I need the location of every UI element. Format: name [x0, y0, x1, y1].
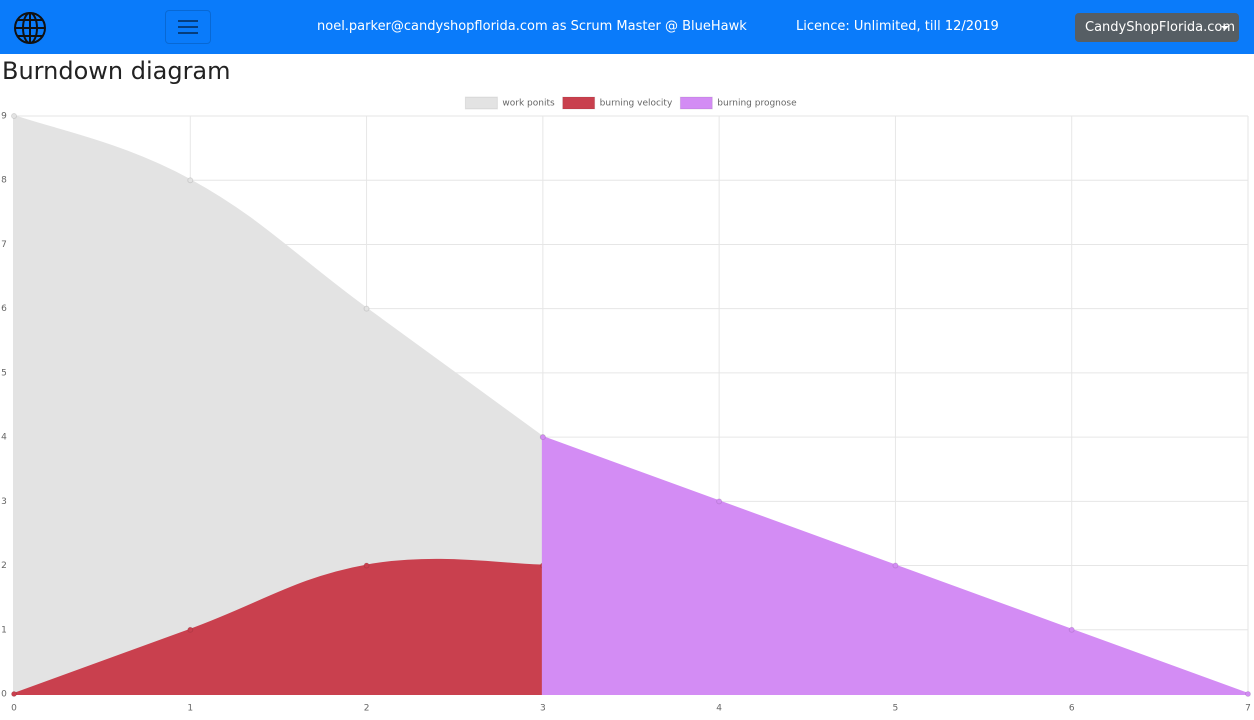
legend-label: work ponits	[502, 99, 555, 109]
x-tick-label: 4	[716, 704, 722, 714]
user-info: noel.parker@candyshopflorida.com as Scru…	[317, 19, 747, 34]
point	[363, 562, 370, 569]
area	[13, 558, 544, 695]
page-title: Burndown diagram	[2, 57, 231, 85]
y-tick-label: 2	[1, 561, 7, 571]
navbar: noel.parker@candyshopflorida.com as Scru…	[0, 0, 1254, 54]
y-tick-label: 5	[1, 368, 7, 378]
globe-logo[interactable]	[12, 10, 48, 46]
point	[187, 177, 194, 184]
legend-swatch	[679, 96, 713, 110]
x-tick-label: 3	[540, 704, 546, 714]
menu-toggle[interactable]	[165, 10, 211, 44]
y-tick-label: 3	[1, 497, 7, 507]
x-tick-label: 7	[1245, 704, 1251, 714]
x-tick-label: 1	[187, 704, 193, 714]
x-tick-label: 0	[11, 704, 17, 714]
y-tick-label: 4	[1, 433, 7, 443]
point	[539, 434, 546, 441]
area	[13, 114, 544, 695]
licence-info: Licence: Unlimited, till 12/2019	[796, 19, 999, 34]
x-tick-label: 2	[364, 704, 370, 714]
y-tick-label: 9	[1, 112, 7, 122]
chart: 0 1 2 3 4 5 6 7 8 9 0 1 2 3 4 5 6 7 work ponits burning vel…	[1, 96, 1251, 714]
x-tick-label: 6	[1069, 704, 1075, 714]
y-tick-label: 6	[1, 304, 7, 314]
y-tick-label: 7	[1, 240, 7, 250]
point	[11, 113, 17, 119]
point	[716, 498, 723, 505]
y-tick-label: 0	[1, 690, 7, 700]
y-tick-label: 1	[1, 625, 7, 635]
y-tick-label: 8	[1, 176, 7, 186]
point	[11, 691, 17, 697]
legend-swatch	[562, 96, 596, 110]
point	[1068, 626, 1075, 633]
point	[1245, 691, 1251, 697]
point	[187, 626, 194, 633]
point	[363, 305, 370, 312]
legend-swatch	[464, 96, 498, 110]
legend-label: burning velocity	[600, 99, 673, 109]
x-tick-label: 5	[893, 704, 899, 714]
point	[892, 562, 899, 569]
company-dropdown[interactable]: CandyShopFlorida.com	[1075, 13, 1239, 42]
legend-label: burning prognose	[717, 99, 797, 109]
